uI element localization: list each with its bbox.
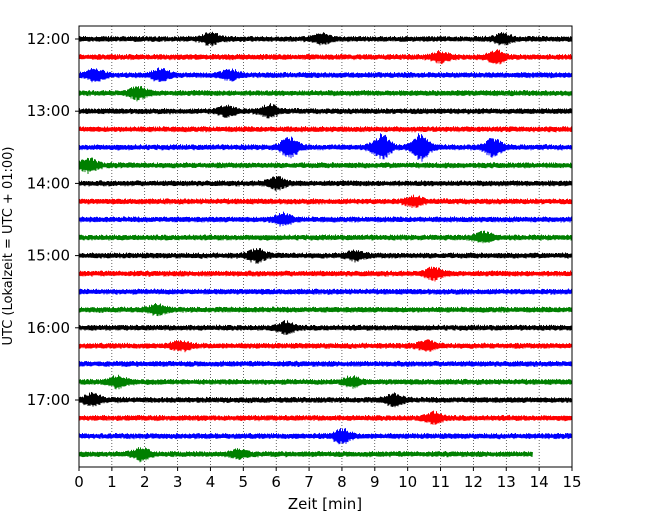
trace-line: [78, 410, 573, 425]
x-tick-label: 0: [74, 473, 84, 491]
y-tick-label: 16:00: [27, 319, 70, 337]
y-tick-label: 15:00: [27, 247, 70, 265]
trace-line: [78, 374, 573, 390]
x-tick-label: 14: [530, 473, 549, 491]
y-tick-label: 13:00: [27, 102, 70, 120]
trace-line: [78, 266, 573, 282]
trace-line: [78, 302, 573, 317]
x-tick-label: 7: [304, 473, 314, 491]
x-tick-label: 6: [271, 473, 281, 491]
trace-line: [78, 103, 573, 119]
trace-line: [78, 391, 573, 408]
x-tick-label: 3: [173, 473, 183, 491]
trace-line: [78, 288, 573, 295]
x-tick-label: 10: [398, 473, 417, 491]
trace-line: [78, 133, 573, 162]
trace-line: [78, 230, 573, 244]
trace-line: [78, 157, 573, 175]
trace-line: [78, 126, 573, 133]
trace-line: [78, 194, 573, 209]
trace-line: [78, 360, 573, 368]
y-ticks: 12:00 13:00 14:00 15:00 16:00 17:00: [27, 30, 79, 409]
x-axis-label: Zeit [min]: [288, 495, 362, 513]
x-tick-label: 1: [107, 473, 117, 491]
trace-line: [78, 67, 573, 83]
trace-line: [78, 427, 573, 445]
trace-line: [78, 49, 573, 65]
y-tick-label: 12:00: [27, 30, 70, 48]
trace-line: [78, 176, 573, 192]
plot-frame: [78, 25, 573, 468]
x-tick-label: 12: [464, 473, 483, 491]
y-axis-label: UTC (Lokalzeit = UTC + 01:00): [1, 147, 16, 346]
trace-line: [78, 211, 573, 227]
x-tick-label: 2: [140, 473, 150, 491]
x-tick-label: 15: [562, 473, 581, 491]
trace-line: [78, 339, 573, 353]
trace-line: [78, 85, 573, 102]
plot-background: [79, 26, 572, 467]
y-tick-label: 17:00: [27, 391, 70, 409]
x-tick-label: 11: [431, 473, 450, 491]
x-tick-label: 13: [497, 473, 516, 491]
trace-line: [78, 320, 573, 335]
trace-line: [78, 248, 573, 264]
x-tick-label: 9: [370, 473, 380, 491]
x-ticks: 0 1 2 3 4 5 6 7 8 9 10 11 12 13 14 15: [74, 467, 582, 491]
traces-group: [78, 31, 573, 463]
trace-line: [78, 31, 573, 47]
y-tick-label: 14:00: [27, 174, 70, 192]
x-tick-label: 8: [337, 473, 347, 491]
x-tick-label: 4: [206, 473, 216, 491]
trace-line: [78, 447, 533, 463]
x-tick-label: 5: [239, 473, 249, 491]
